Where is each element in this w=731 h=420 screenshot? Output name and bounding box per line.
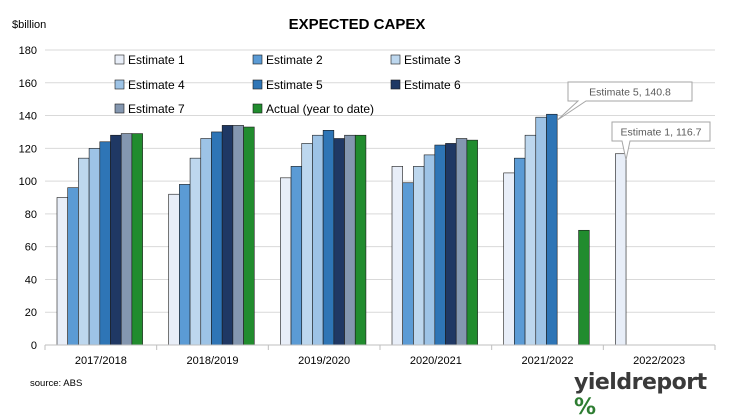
bar-estimate-2-2017-2018 <box>67 187 79 346</box>
y-tick-label: 160 <box>19 78 37 90</box>
legend-swatch <box>114 54 125 65</box>
y-tick-label: 20 <box>25 307 37 319</box>
x-tick-label: 2020/2021 <box>410 355 462 367</box>
bar-estimate-1-2019-2020 <box>280 177 292 346</box>
bar-estimate-6-2017-2018 <box>110 134 122 346</box>
y-tick-label: 120 <box>19 143 37 155</box>
bar-estimate-5-2017-2018 <box>99 141 111 346</box>
brand-name: yieldreport <box>574 370 707 395</box>
legend-label: Estimate 1 <box>128 53 185 67</box>
bar-estimate-2-2020-2021 <box>402 182 414 346</box>
callout: Estimate 1, 116.7 <box>611 121 711 160</box>
y-tick-label: 100 <box>19 176 37 188</box>
legend-label: Estimate 5 <box>266 78 323 92</box>
legend-swatch <box>390 79 401 90</box>
bar-estimate-3-2021-2022 <box>524 134 537 346</box>
legend-label: Estimate 2 <box>266 53 323 67</box>
bar-actual-year-to-date-2021-2022 <box>578 229 590 346</box>
legend-swatch <box>252 54 263 65</box>
x-tick-label: 2021/2022 <box>522 355 574 367</box>
bar-actual-year-to-date-2020-2021 <box>466 139 478 346</box>
callout-label: Estimate 5, 140.8 <box>589 87 671 99</box>
annotations: Estimate 5, 140.8 Estimate 1, 116.7 <box>556 81 711 160</box>
bar-estimate-5-2020-2021 <box>434 144 446 346</box>
bar-estimate-6-2020-2021 <box>445 143 457 346</box>
legend-label: Estimate 4 <box>128 78 185 92</box>
bar-estimate-1-2021-2022 <box>503 172 515 346</box>
y-tick-label: 140 <box>19 111 37 123</box>
legend-swatch <box>114 79 125 90</box>
bar-estimate-1-2022-2023 <box>615 153 627 346</box>
source-note: source: ABS <box>30 378 83 389</box>
bar-estimate-3-2020-2021 <box>413 166 425 346</box>
legend-swatch <box>252 103 263 114</box>
legend-swatch <box>252 79 263 90</box>
bar-estimate-2-2021-2022 <box>514 157 526 346</box>
bar-estimate-2-2018-2019 <box>179 184 191 346</box>
gridlines <box>45 49 715 313</box>
bar-actual-year-to-date-2019-2020 <box>354 134 367 346</box>
legend-label: Estimate 7 <box>128 102 185 116</box>
bar-estimate-7-2020-2021 <box>455 138 468 346</box>
bar-estimate-2-2019-2020 <box>290 166 303 346</box>
bar-estimate-6-2018-2019 <box>221 125 234 346</box>
y-tick-label: 80 <box>25 209 37 221</box>
bar-estimate-5-2021-2022 <box>546 113 558 346</box>
y-tick-label: 0 <box>31 340 37 352</box>
bar-estimate-1-2018-2019 <box>168 193 180 346</box>
bar-actual-year-to-date-2017-2018 <box>131 133 143 346</box>
bar-estimate-7-2017-2018 <box>120 133 133 346</box>
bar-estimate-4-2018-2019 <box>200 138 212 346</box>
x-tick-label: 2019/2020 <box>298 355 350 367</box>
axes: 0 20 40 60 80 100 120 140 160 180 2017/2018 2018/20… <box>19 45 716 367</box>
legend-label: Actual (year to date) <box>266 102 374 116</box>
y-axis-label: $billion <box>12 19 46 31</box>
bar-actual-year-to-date-2018-2019 <box>243 126 255 346</box>
brand-symbol: % <box>574 395 596 420</box>
capex-chart: EXPECTED CAPEX $billion 0 20 40 60 80 100 120 1… <box>12 16 716 367</box>
legend-swatch <box>114 103 125 114</box>
legend-swatch <box>390 54 401 65</box>
bar-estimate-3-2017-2018 <box>78 157 90 346</box>
brand-logo: yieldreport % <box>574 370 731 420</box>
bar-group <box>56 113 627 346</box>
bar-estimate-7-2018-2019 <box>232 125 244 346</box>
y-tick-label: 40 <box>25 274 37 286</box>
bar-estimate-4-2017-2018 <box>88 148 101 346</box>
bar-estimate-4-2021-2022 <box>535 116 547 346</box>
bar-estimate-3-2019-2020 <box>301 143 313 346</box>
chart-title: EXPECTED CAPEX <box>289 16 426 33</box>
bar-estimate-1-2020-2021 <box>391 166 403 346</box>
y-tick-label: 60 <box>25 242 37 254</box>
callout-label: Estimate 1, 116.7 <box>621 127 702 139</box>
legend: Estimate 1 Estimate 2 Estimate 3 Estimate 4… <box>114 53 461 116</box>
bar-estimate-4-2020-2021 <box>423 154 436 346</box>
bar-estimate-3-2018-2019 <box>189 157 202 346</box>
bar-estimate-5-2018-2019 <box>211 131 223 346</box>
legend-label: Estimate 3 <box>404 53 461 67</box>
bar-estimate-4-2019-2020 <box>312 134 324 346</box>
bar-estimate-7-2019-2020 <box>344 134 356 346</box>
bar-estimate-5-2019-2020 <box>322 130 335 346</box>
bar-estimate-1-2017-2018 <box>56 197 68 346</box>
bar-estimate-6-2019-2020 <box>333 138 345 346</box>
x-tick-label: 2017/2018 <box>75 355 127 367</box>
callout: Estimate 5, 140.8 <box>556 81 693 121</box>
y-tick-label: 180 <box>19 45 37 57</box>
callout-bubble <box>556 81 693 121</box>
callout-bubble <box>611 121 711 160</box>
legend-label: Estimate 6 <box>404 78 461 92</box>
x-tick-label: 2022/2023 <box>633 355 685 367</box>
x-tick-label: 2018/2019 <box>187 355 239 367</box>
